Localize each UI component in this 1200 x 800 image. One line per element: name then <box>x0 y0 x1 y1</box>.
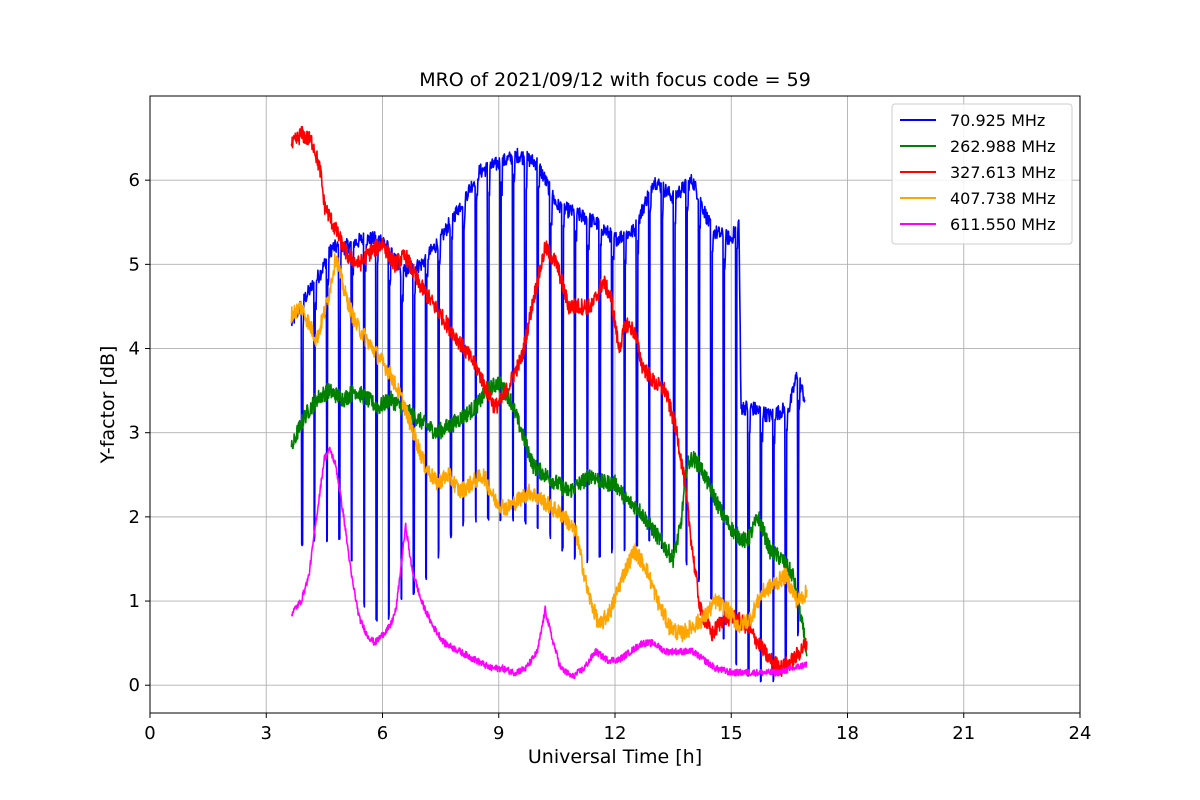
chart-title: MRO of 2021/09/12 with focus code = 59 <box>419 69 811 91</box>
series-line-1 <box>290 376 808 657</box>
x-tick-label: 9 <box>493 723 504 744</box>
y-tick-label: 5 <box>129 254 140 275</box>
series-line-0 <box>290 147 806 683</box>
legend-label: 611.550 MHz <box>950 215 1055 234</box>
legend-label: 407.738 MHz <box>950 189 1055 208</box>
y-tick-label: 3 <box>129 423 140 444</box>
series-layer <box>290 125 808 683</box>
y-tick-label: 6 <box>129 170 140 191</box>
legend: 70.925 MHz 262.988 MHz 327.613 MHz 407.738 … <box>891 103 1073 245</box>
x-tick-label: 6 <box>377 723 388 744</box>
y-tick-label: 0 <box>129 675 140 696</box>
legend-box <box>891 103 1073 245</box>
x-tick-label: 3 <box>261 723 272 744</box>
x-tick-label: 21 <box>952 723 975 744</box>
y-tick-label: 1 <box>129 591 140 612</box>
y-tick-label: 4 <box>129 339 140 360</box>
x-tick-label: 18 <box>836 723 859 744</box>
x-tick-label: 15 <box>720 723 743 744</box>
y-tick-label: 2 <box>129 507 140 528</box>
legend-label: 327.613 MHz <box>950 163 1055 182</box>
legend-label: 262.988 MHz <box>950 137 1055 156</box>
x-tick-label: 24 <box>1069 723 1092 744</box>
series-line-3 <box>290 253 808 643</box>
x-axis-label: Universal Time [h] <box>528 746 702 768</box>
series-line-2 <box>290 125 808 677</box>
x-tick-label: 0 <box>144 723 155 744</box>
x-tick-label: 12 <box>604 723 627 744</box>
series-line-4 <box>290 446 808 680</box>
y-axis-label: Y-factor [dB] <box>97 346 119 465</box>
legend-label: 70.925 MHz <box>950 111 1045 130</box>
